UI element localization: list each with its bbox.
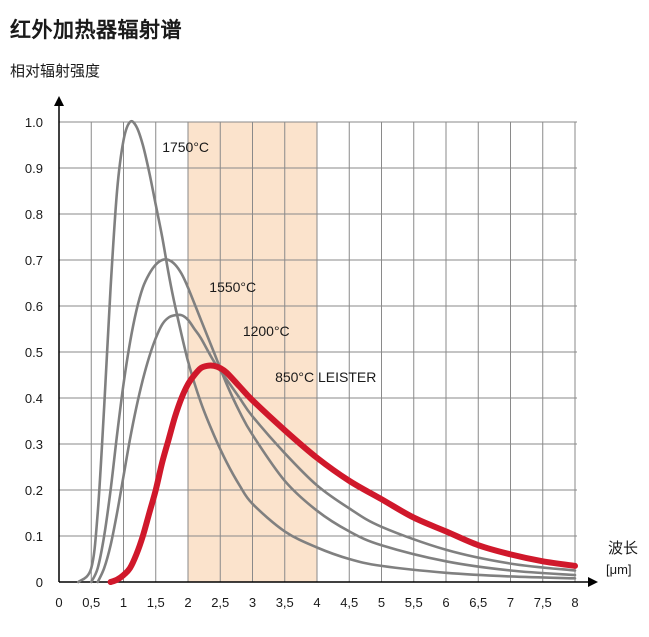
x-axis-unit: [μm] [606,562,632,577]
x-tick-label: 4 [313,595,320,610]
series-line-1750c [77,119,577,584]
series-label: 850°C LEISTER [275,369,376,385]
x-tick-label: 7,5 [534,595,552,610]
series-lines [77,119,578,585]
x-tick-label: 8 [571,595,578,610]
axes [54,96,598,587]
series-labels: 1750°C 1550°C 1200°C 850°C LEISTER [162,139,376,385]
x-tick-label: 0 [55,595,62,610]
x-tick-label: 1,5 [147,595,165,610]
y-tick-label: 0.8 [25,207,43,222]
series-line-850c-leister [107,362,578,585]
y-tick-label: 0.9 [25,161,43,176]
x-tick-label: 1 [120,595,127,610]
y-tick-label: 0.3 [25,437,43,452]
x-tick-label: 4,5 [340,595,358,610]
x-tick-label: 3 [249,595,256,610]
y-tick-label: 0.1 [25,529,43,544]
y-axis-label: 相对辐射强度 [10,63,101,80]
x-axis-arrow [588,577,598,587]
series-label: 1200°C [243,323,290,339]
x-tick-label: 2 [184,595,191,610]
y-tick-label: 0 [36,575,43,590]
x-tick-label: 6 [442,595,449,610]
series-line-1200c [96,313,577,584]
y-tick-label: 0.6 [25,299,43,314]
x-tick-label: 2,5 [211,595,229,610]
x-tick-label: 5 [378,595,385,610]
series-label: 1550°C [209,279,256,295]
y-tick-label: 0.5 [25,345,43,360]
tick-labels: 0 0,5 1 1,5 2 2,5 3 3,5 4 4,5 5 5,5 6 6,5 7 7,5 8 0 0.1 0.2… [25,115,579,610]
y-tick-label: 0.4 [25,391,43,406]
x-tick-label: 5,5 [405,595,423,610]
x-tick-label: 7 [507,595,514,610]
y-tick-label: 1.0 [25,115,43,130]
y-tick-label: 0.2 [25,483,43,498]
chart-title: 红外加热器辐射谱 [10,19,182,42]
x-tick-label: 0,5 [82,595,100,610]
y-axis-arrow [54,96,64,106]
series-line-1550c [89,258,577,584]
x-tick-label: 6,5 [469,595,487,610]
x-tick-label: 3,5 [276,595,294,610]
y-tick-label: 0.7 [25,253,43,268]
series-label: 1750°C [162,139,209,155]
x-axis-label: 波长 [608,540,638,557]
